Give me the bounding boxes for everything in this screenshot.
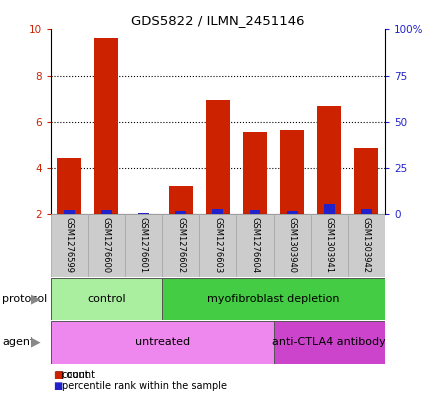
Bar bbox=[311, 214, 348, 277]
Bar bbox=[280, 130, 304, 214]
Bar bbox=[51, 278, 162, 320]
Text: myofibroblast depletion: myofibroblast depletion bbox=[207, 294, 340, 304]
Text: ■: ■ bbox=[53, 381, 62, 391]
Text: GSM1303940: GSM1303940 bbox=[288, 217, 297, 273]
Bar bbox=[354, 149, 378, 214]
Title: GDS5822 / ILMN_2451146: GDS5822 / ILMN_2451146 bbox=[131, 14, 304, 27]
Bar bbox=[199, 214, 236, 277]
Text: ▶: ▶ bbox=[31, 292, 41, 306]
Text: GSM1303941: GSM1303941 bbox=[325, 217, 334, 273]
Text: GSM1276602: GSM1276602 bbox=[176, 217, 185, 274]
Bar bbox=[57, 158, 81, 214]
Bar bbox=[274, 214, 311, 277]
Text: GSM1276604: GSM1276604 bbox=[250, 217, 260, 274]
Bar bbox=[162, 214, 199, 277]
Text: agent: agent bbox=[2, 337, 35, 347]
Bar bbox=[175, 211, 186, 214]
Text: ■: ■ bbox=[53, 370, 62, 380]
Bar bbox=[138, 213, 149, 214]
Bar bbox=[169, 186, 193, 214]
Text: percentile rank within the sample: percentile rank within the sample bbox=[62, 381, 227, 391]
Bar bbox=[249, 211, 260, 214]
Text: ▶: ▶ bbox=[31, 336, 41, 349]
Bar bbox=[88, 214, 125, 277]
Bar bbox=[206, 100, 230, 214]
Bar bbox=[274, 321, 385, 364]
Text: untreated: untreated bbox=[135, 337, 190, 347]
Bar bbox=[51, 321, 274, 364]
Text: ■ count: ■ count bbox=[55, 370, 95, 380]
Bar bbox=[213, 209, 223, 214]
Text: GSM1276600: GSM1276600 bbox=[102, 217, 111, 274]
Bar bbox=[51, 214, 88, 277]
Text: GSM1276599: GSM1276599 bbox=[65, 217, 73, 273]
Text: GSM1276603: GSM1276603 bbox=[213, 217, 222, 274]
Text: anti-CTLA4 antibody: anti-CTLA4 antibody bbox=[272, 337, 386, 347]
Bar bbox=[162, 278, 385, 320]
Bar bbox=[243, 132, 267, 214]
Bar bbox=[236, 214, 274, 277]
Bar bbox=[324, 204, 335, 214]
Text: GSM1303942: GSM1303942 bbox=[362, 217, 371, 273]
Bar bbox=[317, 106, 341, 214]
Text: control: control bbox=[87, 294, 126, 304]
Bar bbox=[64, 210, 75, 214]
Text: count: count bbox=[62, 370, 89, 380]
Text: GSM1276601: GSM1276601 bbox=[139, 217, 148, 274]
Bar bbox=[287, 211, 297, 214]
Bar bbox=[125, 214, 162, 277]
Bar bbox=[101, 210, 112, 214]
Text: protocol: protocol bbox=[2, 294, 48, 304]
Bar bbox=[94, 38, 118, 214]
Bar bbox=[348, 214, 385, 277]
Bar bbox=[361, 209, 372, 214]
